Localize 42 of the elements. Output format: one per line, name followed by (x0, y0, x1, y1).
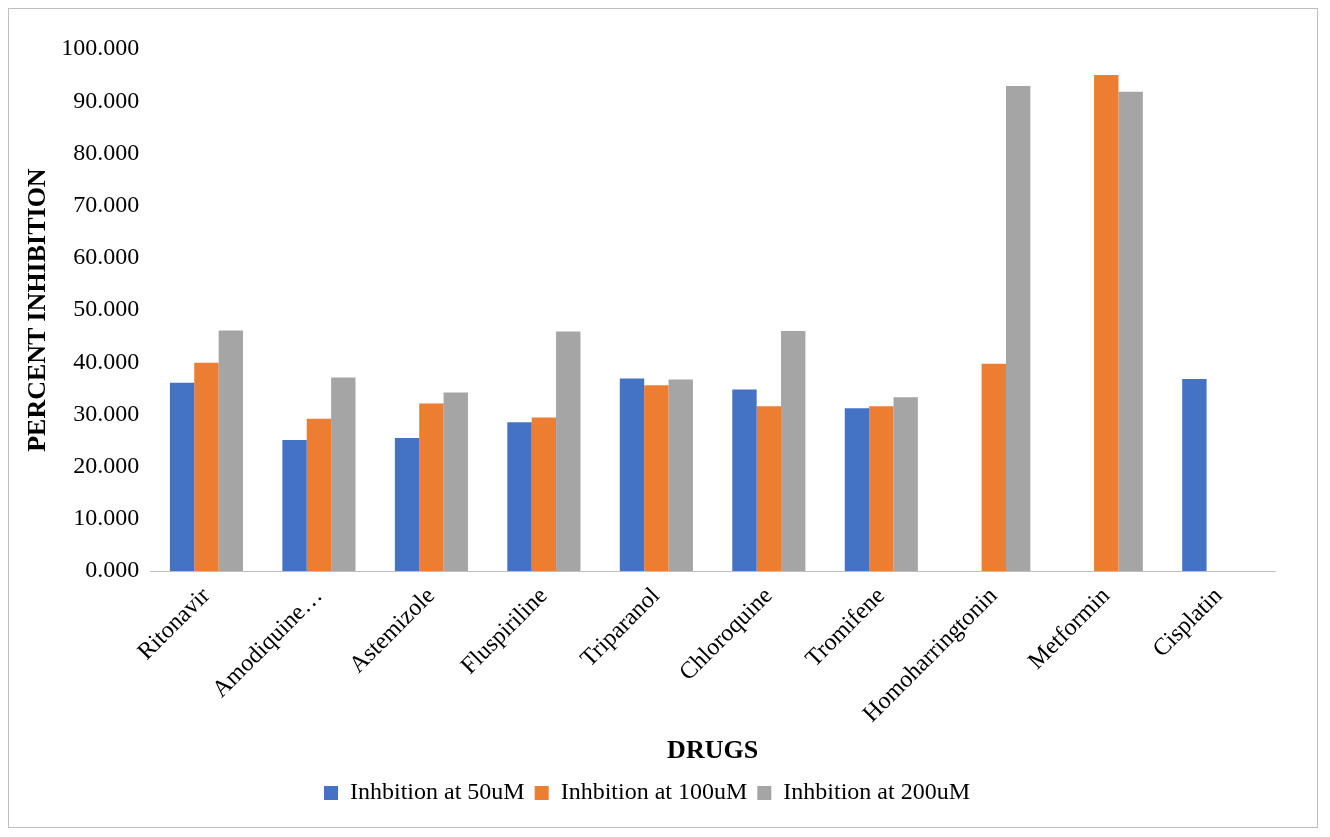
y-tick-label: 70.000 (73, 190, 140, 217)
x-axis-title: DRUGS (667, 735, 759, 765)
legend-label: Inhbition at 100uM (560, 778, 748, 805)
bar (893, 397, 918, 572)
legend-label: Inhbition at 50uM (350, 778, 525, 805)
bar (668, 379, 693, 572)
y-tick-label: 20.000 (73, 451, 140, 478)
bar (1094, 75, 1119, 572)
bar (306, 418, 332, 572)
bar (844, 408, 870, 572)
y-tick-label: 100.000 (61, 34, 140, 61)
bar (507, 422, 532, 572)
bar (218, 330, 243, 572)
bar (194, 362, 219, 572)
bar (282, 440, 307, 572)
bar (756, 406, 782, 572)
y-tick-label: 10.000 (73, 504, 140, 531)
bar (1005, 86, 1031, 572)
bar (169, 382, 195, 572)
bar (331, 377, 356, 572)
bar (781, 330, 806, 572)
bar (1182, 378, 1207, 572)
y-axis-title: PERCENT INHIBITION (22, 168, 52, 452)
y-tick-label: 30.000 (73, 399, 140, 426)
y-tick-label: 90.000 (73, 86, 140, 113)
y-tick-label: 60.000 (73, 243, 140, 270)
bar (869, 406, 894, 572)
bar (1118, 91, 1143, 572)
bar (619, 378, 645, 572)
bar (419, 403, 444, 572)
y-tick-label: 80.000 (73, 138, 140, 165)
bar (394, 437, 420, 572)
bar (644, 385, 669, 572)
bar (981, 363, 1006, 572)
bar (531, 417, 557, 572)
bar (443, 392, 468, 572)
y-tick-label: 50.000 (73, 295, 140, 322)
legend-label: Inhbition at 200uM (783, 778, 970, 805)
bar (556, 331, 581, 572)
y-tick-label: 0.000 (85, 556, 140, 583)
bar (732, 389, 757, 572)
y-tick-label: 40.000 (73, 347, 140, 374)
